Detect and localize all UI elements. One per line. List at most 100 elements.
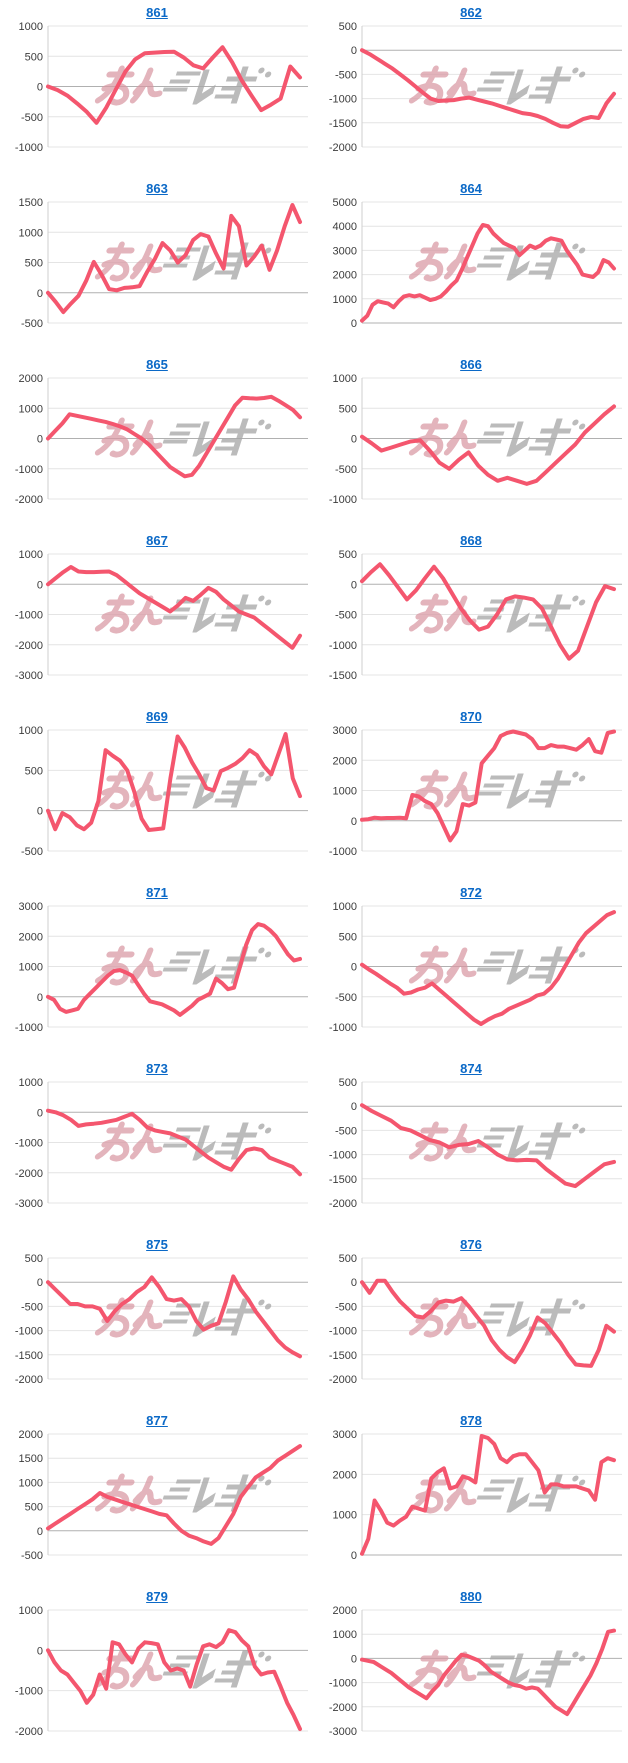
chart-title-link[interactable]: 872	[460, 885, 482, 900]
chart-title-link[interactable]: 867	[146, 533, 168, 548]
line-chart: 3000 2000 1000 0	[333, 1429, 622, 1562]
y-tick-label: 3000	[333, 1429, 357, 1441]
y-tick-label: 2000	[19, 1429, 43, 1441]
y-tick-label: 500	[339, 931, 357, 943]
y-tick-label: -1000	[329, 94, 357, 106]
y-tick-label: 1000	[19, 1605, 43, 1617]
y-tick-label: 2000	[19, 931, 43, 943]
chart-cell: 878 3000 2000 1000 0	[314, 1408, 628, 1584]
y-tick-label: -1000	[329, 494, 357, 506]
y-tick-label: 0	[37, 992, 43, 1004]
y-tick-label: 1000	[333, 294, 357, 306]
y-tick-label: -500	[335, 1301, 357, 1313]
y-tick-label: -1000	[329, 640, 357, 652]
y-tick-label: 0	[37, 434, 43, 446]
y-tick-label: -500	[335, 69, 357, 81]
data-line	[46, 1628, 302, 1731]
chart-title-link[interactable]: 879	[146, 1589, 168, 1604]
chart-title-link[interactable]: 870	[460, 709, 482, 724]
y-tick-label: 500	[25, 1502, 43, 1514]
chart-title-link[interactable]: 877	[146, 1413, 168, 1428]
chart-title-link[interactable]: 862	[460, 5, 482, 20]
data-line	[360, 1278, 616, 1368]
chart-title-link[interactable]: 876	[460, 1237, 482, 1252]
line-chart: 2000 1500 1000 500 0 -500	[19, 1429, 308, 1562]
site-watermark	[411, 419, 587, 457]
chart-cell: 876 500 0 -500 -1000 -1500 -2000	[314, 1232, 628, 1408]
y-tick-label: 2000	[333, 1605, 357, 1617]
y-tick-label: 500	[339, 21, 357, 33]
chart-title-link[interactable]: 869	[146, 709, 168, 724]
y-tick-label: 500	[25, 765, 43, 777]
chart-title-link[interactable]: 873	[146, 1061, 168, 1076]
data-line	[360, 1103, 616, 1189]
chart-title-link[interactable]: 864	[460, 181, 482, 196]
data-line	[360, 48, 616, 129]
y-tick-label: -3000	[15, 1198, 43, 1210]
chart-title-link[interactable]: 871	[146, 885, 168, 900]
line-chart: 500 0 -500 -1000 -1500 -2000	[329, 1077, 622, 1210]
y-tick-label: 0	[351, 1277, 357, 1289]
y-tick-label: -2000	[15, 640, 43, 652]
line-chart: 2000 1000 0 -1000 -2000 -3000	[329, 1605, 622, 1738]
site-watermark	[97, 419, 273, 457]
y-tick-label: -1500	[329, 118, 357, 130]
y-tick-label: 1000	[19, 1077, 43, 1089]
y-tick-label: 1500	[19, 197, 43, 209]
data-line	[46, 1444, 302, 1546]
line-chart: 500 0 -500 -1000 -1500 -2000	[329, 1253, 622, 1386]
data-line	[46, 565, 302, 650]
chart-cell: 879 1000 0 -1000 -2000	[0, 1584, 314, 1760]
y-tick-label: 500	[25, 258, 43, 270]
y-tick-label: 0	[351, 1550, 357, 1562]
y-tick-label: -1000	[329, 1326, 357, 1338]
y-tick-label: 1000	[19, 403, 43, 415]
chart-title-link[interactable]: 874	[460, 1061, 482, 1076]
data-line	[360, 1434, 616, 1556]
y-tick-label: -2000	[329, 1702, 357, 1714]
y-tick-label: 500	[25, 1253, 43, 1265]
y-tick-label: 0	[351, 962, 357, 974]
y-tick-label: 0	[37, 1645, 43, 1657]
y-tick-label: 1000	[333, 1629, 357, 1641]
chart-title-link[interactable]: 865	[146, 357, 168, 372]
y-tick-label: -1000	[329, 846, 357, 858]
y-tick-label: -2000	[329, 142, 357, 154]
data-line	[360, 1628, 616, 1717]
chart-title-link[interactable]: 868	[460, 533, 482, 548]
y-tick-label: 3000	[333, 725, 357, 737]
y-tick-label: 2000	[333, 270, 357, 282]
chart-cell: 874 500 0 -500 -1000 -1500 -2000	[314, 1056, 628, 1232]
y-tick-label: 1000	[333, 901, 357, 913]
y-tick-label: -500	[335, 610, 357, 622]
chart-title-link[interactable]: 880	[460, 1589, 482, 1604]
y-tick-label: 2000	[19, 373, 43, 385]
chart-title-link[interactable]: 878	[460, 1413, 482, 1428]
y-tick-label: 1000	[19, 227, 43, 239]
chart-cell: 864 5000 4000 3000 2000 1000 0	[314, 176, 628, 352]
line-chart: 1500 1000 500 0 -500	[19, 197, 308, 330]
y-tick-label: 0	[37, 288, 43, 300]
site-watermark	[97, 947, 273, 985]
chart-title-link[interactable]: 866	[460, 357, 482, 372]
site-watermark	[411, 771, 587, 809]
y-tick-label: 0	[37, 1277, 43, 1289]
y-tick-label: 0	[351, 579, 357, 591]
y-tick-label: -3000	[329, 1726, 357, 1738]
chart-title-link[interactable]: 875	[146, 1237, 168, 1252]
y-tick-label: 500	[339, 403, 357, 415]
line-chart: 3000 2000 1000 0 -1000	[15, 901, 308, 1034]
y-tick-label: 1000	[19, 962, 43, 974]
y-tick-label: 0	[37, 579, 43, 591]
data-line	[46, 1274, 302, 1359]
y-tick-label: -2000	[15, 1374, 43, 1386]
chart-cell: 873 1000 0 -1000 -2000 -3000	[0, 1056, 314, 1232]
chart-cell: 871 3000 2000 1000 0 -1000	[0, 880, 314, 1056]
y-tick-label: -1500	[329, 670, 357, 682]
data-line	[46, 732, 302, 832]
line-chart: 500 0 -500 -1000 -1500 -2000	[329, 21, 622, 154]
chart-title-link[interactable]: 861	[146, 5, 168, 20]
chart-title-link[interactable]: 863	[146, 181, 168, 196]
y-tick-label: -1000	[329, 1678, 357, 1690]
y-tick-label: -500	[335, 1125, 357, 1137]
